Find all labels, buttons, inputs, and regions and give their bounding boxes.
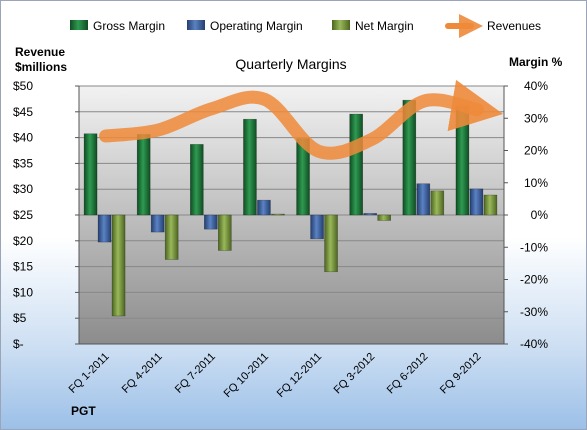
y-right-tick-label: -20% — [520, 273, 548, 287]
y-left-tick-label: $15 — [13, 260, 33, 274]
bar-net-margin — [271, 213, 285, 216]
bar-gross-margin — [402, 99, 417, 216]
bar-net-margin — [483, 194, 498, 216]
x-tick-label: FQ 12-2011 — [275, 351, 324, 400]
bar-operating-margin — [469, 188, 484, 216]
y-right-tick-label: 40% — [524, 79, 548, 93]
legend-label-operating-margin: Operating Margin — [210, 19, 303, 33]
bar-operating-margin — [257, 199, 271, 216]
legend-swatch-operating-margin — [187, 20, 205, 30]
bar-gross-margin — [455, 105, 470, 216]
bar-operating-margin — [150, 214, 165, 233]
bar-gross-margin — [349, 113, 363, 216]
x-tick-label: FQ 3-2012 — [332, 351, 378, 397]
bar-operating-margin — [363, 213, 377, 216]
legend: Gross Margin Operating Margin Net Margin… — [70, 14, 541, 38]
bar-net-margin — [430, 190, 445, 216]
legend-swatch-net-margin — [332, 20, 350, 30]
y-right-tick-label: 20% — [524, 144, 548, 158]
y-left-ticks: $50 $45 $40 $35 $30 $25 $20 $15 $10 $5 $- — [13, 79, 79, 351]
bar-gross-margin — [243, 118, 257, 216]
legend-label-net-margin: Net Margin — [355, 19, 414, 33]
y-right-ticks: 40% 30% 20% 10% 0% -10% -20% -30% -40% — [504, 79, 548, 351]
y-right-tick-label: -10% — [520, 240, 548, 254]
bar-operating-margin — [416, 183, 431, 216]
company-label: PGT — [71, 404, 96, 418]
y-right-tick-label: 0% — [531, 208, 549, 222]
bar-gross-margin — [190, 144, 204, 216]
gridlines — [79, 85, 504, 345]
y-left-label-line2: $millions — [15, 60, 67, 74]
y-left-tick-label: $25 — [13, 208, 33, 222]
x-tick-label: FQ 6-2012 — [385, 351, 431, 397]
bar-net-margin — [164, 214, 179, 260]
revenue-line-group — [99, 79, 504, 160]
x-tick-label: FQ 10-2011 — [222, 351, 271, 400]
chart-title: Quarterly Margins — [235, 56, 346, 72]
bar-net-margin — [324, 214, 338, 273]
y-right-tick-label: 10% — [524, 176, 548, 190]
x-tick-label: FQ 7-2011 — [173, 351, 218, 396]
y-right-tick-label: -30% — [520, 305, 548, 319]
y-left-tick-label: $40 — [13, 131, 33, 145]
bar-operating-margin — [204, 214, 218, 230]
y-right-tick-label: 30% — [524, 111, 548, 125]
y-left-tick-label: $30 — [13, 182, 33, 196]
revenue-line — [99, 79, 504, 160]
x-ticks: FQ 1-2011 FQ 4-2011 FQ 7-2011 FQ 10-2011 FQ … — [67, 351, 484, 400]
y-left-tick-label: $5 — [13, 311, 27, 325]
x-tick-label: FQ 1-2011 — [67, 351, 112, 396]
bar-net-margin — [111, 214, 126, 317]
y-left-label-line1: Revenue — [15, 45, 65, 59]
legend-label-gross-margin: Gross Margin — [93, 19, 165, 33]
y-left-tick-label: $50 — [13, 79, 33, 93]
bar-gross-margin — [83, 133, 98, 216]
y-left-tick-label: $20 — [13, 234, 33, 248]
y-right-tick-label: -40% — [520, 337, 548, 351]
y-left-tick-label: $45 — [13, 105, 33, 119]
bar-operating-margin — [97, 214, 112, 243]
x-tick-label: FQ 4-2011 — [120, 351, 165, 396]
x-tick-label: FQ 9-2012 — [438, 351, 484, 397]
bar-net-margin — [377, 214, 391, 221]
bar-net-margin — [218, 214, 232, 251]
bars — [83, 99, 498, 317]
y-right-label: Margin % — [509, 55, 563, 69]
y-left-tick-label: $- — [13, 337, 24, 351]
y-left-tick-label: $10 — [13, 285, 33, 299]
bar-operating-margin — [310, 214, 324, 240]
bar-gross-margin — [136, 134, 151, 216]
legend-swatch-gross-margin — [70, 20, 88, 30]
legend-label-revenues: Revenues — [487, 19, 541, 33]
y-left-tick-label: $35 — [13, 156, 33, 170]
